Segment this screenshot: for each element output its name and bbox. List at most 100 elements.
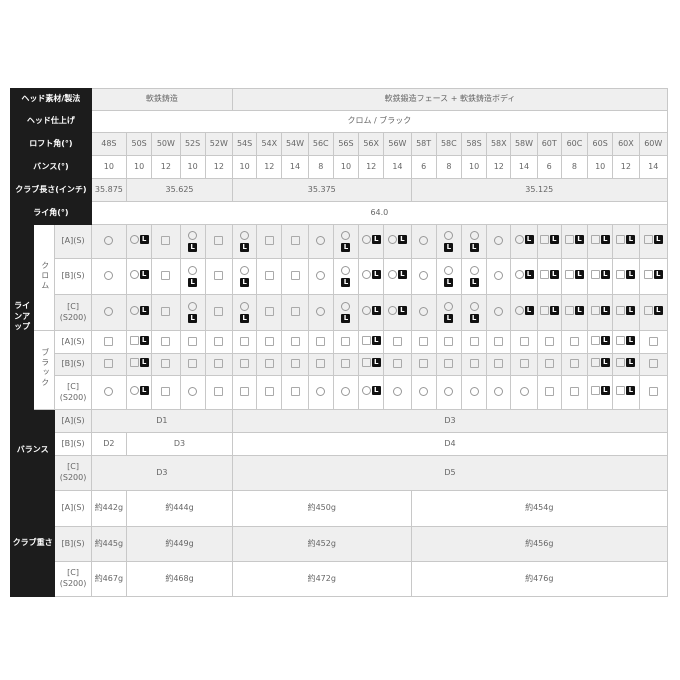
l-badge-icon: L <box>341 278 351 287</box>
head-finish-value-text: クロム / ブラック <box>347 116 412 126</box>
square-icon <box>519 359 529 369</box>
lineup-availability: L <box>179 224 206 259</box>
circle-icon <box>188 387 198 397</box>
shaft-option: [A](S) <box>54 409 92 433</box>
lineup-availability: L <box>560 294 589 331</box>
lineup-availability <box>638 375 669 410</box>
model-56S: 56S <box>332 132 360 156</box>
square-icon <box>161 271 171 281</box>
square-icon <box>590 358 600 368</box>
square-icon <box>419 336 429 346</box>
lineup-availability: L <box>587 258 614 295</box>
lineup-availability <box>256 330 283 354</box>
lineup-availability <box>536 330 562 354</box>
square-icon <box>129 358 139 368</box>
bounce-value-text: 14 <box>648 161 659 171</box>
square-icon <box>590 386 600 396</box>
lineup-availability <box>410 294 437 331</box>
bounce-value-text: 12 <box>264 161 275 171</box>
square-icon <box>264 336 274 346</box>
circle-icon <box>444 266 454 275</box>
circle-icon <box>494 387 504 397</box>
square-icon <box>648 336 658 346</box>
lineup-availability: L <box>383 224 412 259</box>
l-badge-icon: L <box>371 358 381 368</box>
bounce-value-text: 6 <box>546 161 552 171</box>
model-58W: 58W <box>510 132 538 156</box>
lineup-row: [B](S) L L L L L L L L L L L L L L <box>11 258 669 295</box>
square-icon <box>590 335 600 345</box>
lineup-availability: L <box>587 294 614 331</box>
circle-icon <box>387 306 397 316</box>
lineup-availability <box>179 353 206 376</box>
lineup-availability <box>510 375 538 410</box>
club-length-value-text: 35.125 <box>525 184 554 194</box>
circle-icon <box>494 271 504 281</box>
square-icon <box>161 307 171 317</box>
shaft-option-text: [C] (S200) <box>59 568 87 588</box>
lineup-availability: L <box>536 294 562 331</box>
l-badge-icon: L <box>341 243 351 252</box>
shaft-option: [A](S) <box>54 330 92 354</box>
square-icon <box>361 335 371 345</box>
lineup-availability <box>460 353 488 376</box>
lineup-row: ラインアップ クロム [A](S) L L L L L L L L L L L L L L <box>9 224 669 410</box>
lineup-row: ブラック [A](S) L L L L <box>11 330 669 410</box>
square-icon <box>214 336 224 346</box>
model-52S: 52S <box>179 132 206 156</box>
balance-value-text: D2 <box>103 438 115 448</box>
square-icon <box>569 336 579 346</box>
l-badge-icon: L <box>240 243 250 252</box>
loft-label-text: ロフト角(°) <box>29 138 73 148</box>
lie-angle-label: ライ角(°) <box>10 201 92 225</box>
weight-label-text: クラブ重さ <box>12 538 53 548</box>
lineup-availability <box>204 294 233 331</box>
model-60T-text: 60T <box>541 138 557 148</box>
bounce-value: 14 <box>281 155 309 179</box>
model-48S-text: 48S <box>101 138 117 148</box>
lineup-availability <box>510 353 538 376</box>
square-icon <box>643 235 653 245</box>
circle-icon <box>514 270 524 280</box>
shaft-option: [C] (S200) <box>54 294 92 331</box>
l-badge-icon: L <box>600 335 610 345</box>
lineup-availability <box>460 330 488 354</box>
head-finish-row: ヘッド仕上げ クロム / ブラック <box>10 110 669 133</box>
lineup-availability <box>151 258 181 295</box>
model-60C: 60C <box>560 132 589 156</box>
bounce-value-text: 8 <box>446 161 452 171</box>
balance-value-text: D4 <box>444 438 456 448</box>
lineup-availability <box>307 224 334 259</box>
square-icon <box>240 336 250 346</box>
shaft-option-text: [A](S) <box>61 336 85 346</box>
l-badge-icon: L <box>397 270 407 280</box>
bounce-value-text: 10 <box>340 161 352 171</box>
lineup-availability: L <box>231 258 258 295</box>
weight-value: 約450g <box>231 490 412 527</box>
head-finish-label-text: ヘッド仕上げ <box>26 116 75 126</box>
l-badge-icon: L <box>240 278 250 287</box>
square-icon <box>616 270 626 280</box>
l-badge-icon: L <box>371 335 381 345</box>
lineup-availability <box>231 375 258 410</box>
lineup-availability: L <box>126 330 153 354</box>
lineup-availability: L <box>435 258 462 295</box>
l-badge-icon: L <box>371 306 381 316</box>
l-badge-icon: L <box>397 235 407 245</box>
shaft-option-text: [C] (S200) <box>59 462 87 482</box>
circle-icon <box>188 266 198 275</box>
bounce-label-text: バンス(°) <box>33 161 69 171</box>
lineup-finish-0-text: クロム <box>40 260 50 291</box>
square-icon <box>104 359 114 369</box>
square-icon <box>188 336 198 346</box>
loft-row: ロフト角(°) 48S 50S 50W 52S 52W 54S 54X 54W 56C 56S 56X… <box>10 132 669 156</box>
lineup-availability <box>435 330 462 354</box>
club-length-value-text: 35.375 <box>307 184 336 194</box>
bounce-value-text: 14 <box>392 161 403 171</box>
square-icon <box>161 336 171 346</box>
weight-value-text: 約468g <box>165 573 194 583</box>
weight-row: [C] (S200) 約467g 約468g 約472g 約476g <box>11 561 669 597</box>
l-badge-icon: L <box>653 235 663 245</box>
model-60W-text: 60W <box>644 138 663 148</box>
circle-icon <box>240 231 250 240</box>
